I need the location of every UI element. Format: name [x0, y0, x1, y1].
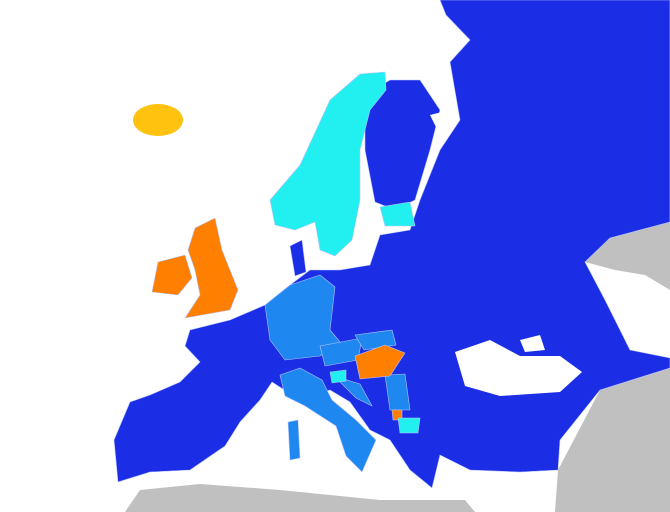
region-serbia — [384, 373, 411, 411]
region-great-britain — [184, 217, 239, 319]
black-sea — [455, 340, 582, 396]
region-finland — [364, 79, 441, 211]
region-italy — [279, 367, 377, 473]
region-middle-east — [555, 368, 670, 512]
region-croatia — [333, 375, 373, 407]
sea-of-azov — [520, 335, 545, 352]
region-scandinavia — [269, 71, 387, 257]
region-iceland — [133, 104, 183, 136]
region-ireland — [151, 254, 193, 296]
region-north-macedonia — [397, 417, 421, 434]
region-slovenia — [329, 369, 347, 384]
region-central-asia — [585, 222, 670, 290]
region-africa — [125, 484, 475, 512]
region-sardinia — [287, 419, 301, 461]
region-hungary — [354, 344, 406, 380]
region-estonia — [379, 201, 416, 227]
caspian-sea — [615, 280, 660, 352]
region-germany — [264, 274, 341, 361]
region-denmark — [289, 239, 307, 277]
white-sea — [430, 110, 455, 135]
